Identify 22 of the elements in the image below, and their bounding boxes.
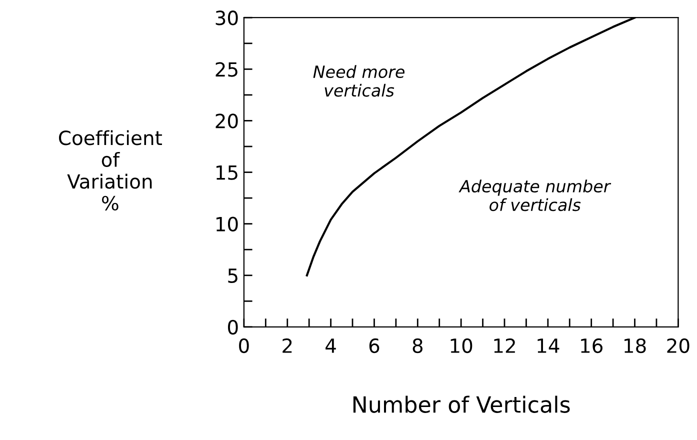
x-tick-label: 14 — [538, 338, 560, 353]
x-tick-label: 10 — [450, 338, 472, 354]
y-tick-label: 30 — [216, 10, 238, 26]
x-tick-label: 0 — [239, 338, 249, 354]
y-tick-label: 15 — [216, 165, 238, 180]
x-tick-label: 16 — [581, 338, 602, 354]
x-tick-label: 2 — [282, 338, 292, 353]
y-axis-title: Coefficient of Variation % — [59, 130, 162, 211]
y-tick-label: 0 — [228, 320, 238, 335]
annotation: Adequate number of verticals — [458, 180, 612, 212]
x-tick-label: 18 — [624, 338, 646, 354]
x-tick-label: 4 — [326, 338, 336, 353]
x-tick-label: 8 — [412, 338, 422, 354]
y-tick-label: 5 — [228, 268, 238, 284]
x-tick-label: 20 — [667, 338, 690, 354]
x-tick-label: 12 — [494, 338, 515, 353]
annotation: Need more verticals — [313, 65, 404, 97]
y-tick-label: 25 — [216, 62, 238, 77]
y-tick-label: 10 — [216, 216, 238, 232]
y-tick-label: 20 — [216, 114, 238, 128]
x-tick-label: 6 — [369, 338, 380, 354]
x-axis-title: Number of Verticals — [353, 396, 570, 413]
